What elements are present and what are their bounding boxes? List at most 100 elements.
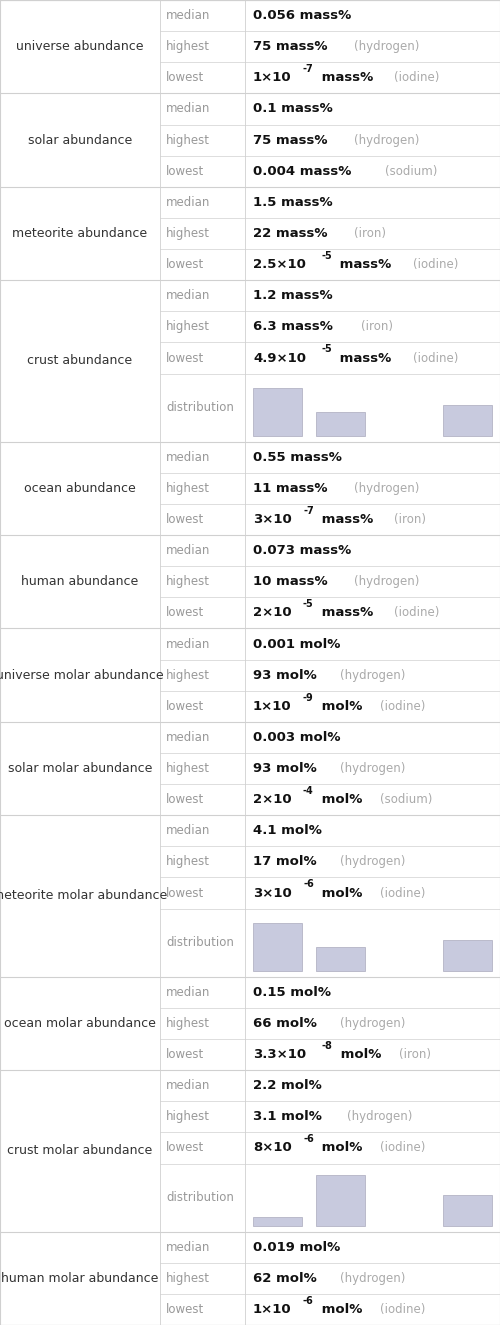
- Text: median: median: [166, 9, 210, 23]
- Text: -7: -7: [303, 506, 314, 515]
- Text: median: median: [166, 451, 210, 464]
- Text: 0.15 mol%: 0.15 mol%: [253, 986, 331, 999]
- Bar: [443, 405, 492, 436]
- Text: 10 mass%: 10 mass%: [253, 575, 328, 588]
- Text: (hydrogen): (hydrogen): [340, 669, 406, 681]
- Text: (iron): (iron): [361, 321, 393, 334]
- Text: highest: highest: [166, 1016, 210, 1030]
- Text: crust molar abundance: crust molar abundance: [8, 1145, 152, 1157]
- Text: (hydrogen): (hydrogen): [354, 134, 420, 147]
- Text: (iodine): (iodine): [380, 886, 426, 900]
- Text: meteorite abundance: meteorite abundance: [12, 227, 147, 240]
- Text: 75 mass%: 75 mass%: [253, 40, 328, 53]
- Text: 1×10: 1×10: [253, 700, 292, 713]
- Text: (hydrogen): (hydrogen): [340, 1272, 406, 1285]
- Text: 17 mol%: 17 mol%: [253, 856, 316, 868]
- Text: 4.9×10: 4.9×10: [253, 351, 306, 364]
- Text: lowest: lowest: [166, 607, 204, 619]
- Text: (iodine): (iodine): [380, 1141, 426, 1154]
- Text: lowest: lowest: [166, 351, 204, 364]
- Text: 6.3 mass%: 6.3 mass%: [253, 321, 333, 334]
- Text: 22 mass%: 22 mass%: [253, 227, 328, 240]
- Text: -6: -6: [303, 1134, 314, 1145]
- Text: (hydrogen): (hydrogen): [340, 1016, 406, 1030]
- Text: (iron): (iron): [399, 1048, 431, 1061]
- Text: distribution: distribution: [166, 1191, 234, 1204]
- Text: mol%: mol%: [316, 700, 362, 713]
- Text: lowest: lowest: [166, 72, 204, 85]
- Text: -5: -5: [322, 344, 332, 354]
- Bar: [316, 412, 365, 436]
- Text: highest: highest: [166, 227, 210, 240]
- Text: mass%: mass%: [316, 607, 373, 619]
- Text: (iodine): (iodine): [380, 700, 426, 713]
- Text: lowest: lowest: [166, 164, 204, 178]
- Text: lowest: lowest: [166, 794, 204, 806]
- Text: (hydrogen): (hydrogen): [347, 1110, 412, 1124]
- Text: -6: -6: [303, 880, 314, 889]
- Text: 3.1 mol%: 3.1 mol%: [253, 1110, 322, 1124]
- Text: 2×10: 2×10: [253, 607, 292, 619]
- Text: highest: highest: [166, 856, 210, 868]
- Text: 93 mol%: 93 mol%: [253, 762, 317, 775]
- Text: mass%: mass%: [316, 72, 373, 85]
- Text: 3.3×10: 3.3×10: [253, 1048, 306, 1061]
- Text: solar abundance: solar abundance: [28, 134, 132, 147]
- Text: mass%: mass%: [335, 258, 392, 272]
- Text: lowest: lowest: [166, 886, 204, 900]
- Text: 0.073 mass%: 0.073 mass%: [253, 545, 351, 556]
- Text: median: median: [166, 824, 210, 837]
- Text: -8: -8: [322, 1041, 332, 1051]
- Text: median: median: [166, 986, 210, 999]
- Text: median: median: [166, 1079, 210, 1092]
- Text: 2.2 mol%: 2.2 mol%: [253, 1079, 322, 1092]
- Text: 0.003 mol%: 0.003 mol%: [253, 731, 340, 743]
- Text: 0.019 mol%: 0.019 mol%: [253, 1240, 340, 1253]
- Text: 1.5 mass%: 1.5 mass%: [253, 196, 332, 209]
- Text: highest: highest: [166, 134, 210, 147]
- Bar: [443, 1195, 492, 1226]
- Text: (iodine): (iodine): [380, 1302, 426, 1316]
- Text: -6: -6: [303, 1296, 314, 1305]
- Text: distribution: distribution: [166, 401, 234, 415]
- Text: mol%: mol%: [316, 794, 362, 806]
- Text: -5: -5: [321, 250, 332, 261]
- Text: (hydrogen): (hydrogen): [354, 575, 420, 588]
- Bar: [316, 947, 365, 971]
- Text: 1×10: 1×10: [253, 1302, 292, 1316]
- Text: lowest: lowest: [166, 1141, 204, 1154]
- Text: -4: -4: [303, 786, 314, 796]
- Bar: [316, 1175, 365, 1226]
- Text: (iron): (iron): [394, 513, 426, 526]
- Text: ocean abundance: ocean abundance: [24, 482, 136, 494]
- Text: highest: highest: [166, 575, 210, 588]
- Text: median: median: [166, 1240, 210, 1253]
- Text: 0.056 mass%: 0.056 mass%: [253, 9, 351, 23]
- Text: median: median: [166, 289, 210, 302]
- Text: 0.004 mass%: 0.004 mass%: [253, 164, 352, 178]
- Text: lowest: lowest: [166, 700, 204, 713]
- Text: mass%: mass%: [336, 351, 392, 364]
- Text: median: median: [166, 545, 210, 556]
- Text: 93 mol%: 93 mol%: [253, 669, 317, 681]
- Text: human molar abundance: human molar abundance: [2, 1272, 158, 1285]
- Text: 66 mol%: 66 mol%: [253, 1016, 317, 1030]
- Text: highest: highest: [166, 762, 210, 775]
- Text: human abundance: human abundance: [22, 575, 138, 588]
- Text: 3×10: 3×10: [253, 886, 292, 900]
- Text: 0.1 mass%: 0.1 mass%: [253, 102, 333, 115]
- Bar: [253, 388, 302, 436]
- Text: mol%: mol%: [336, 1048, 381, 1061]
- Text: 2×10: 2×10: [253, 794, 292, 806]
- Text: lowest: lowest: [166, 513, 204, 526]
- Text: (iodine): (iodine): [394, 607, 440, 619]
- Text: median: median: [166, 102, 210, 115]
- Text: 8×10: 8×10: [253, 1141, 292, 1154]
- Text: (iodine): (iodine): [412, 258, 458, 272]
- Text: 3×10: 3×10: [253, 513, 292, 526]
- Text: 0.55 mass%: 0.55 mass%: [253, 451, 342, 464]
- Text: 11 mass%: 11 mass%: [253, 482, 328, 494]
- Text: (hydrogen): (hydrogen): [354, 482, 420, 494]
- Text: highest: highest: [166, 321, 210, 334]
- Text: (hydrogen): (hydrogen): [354, 40, 420, 53]
